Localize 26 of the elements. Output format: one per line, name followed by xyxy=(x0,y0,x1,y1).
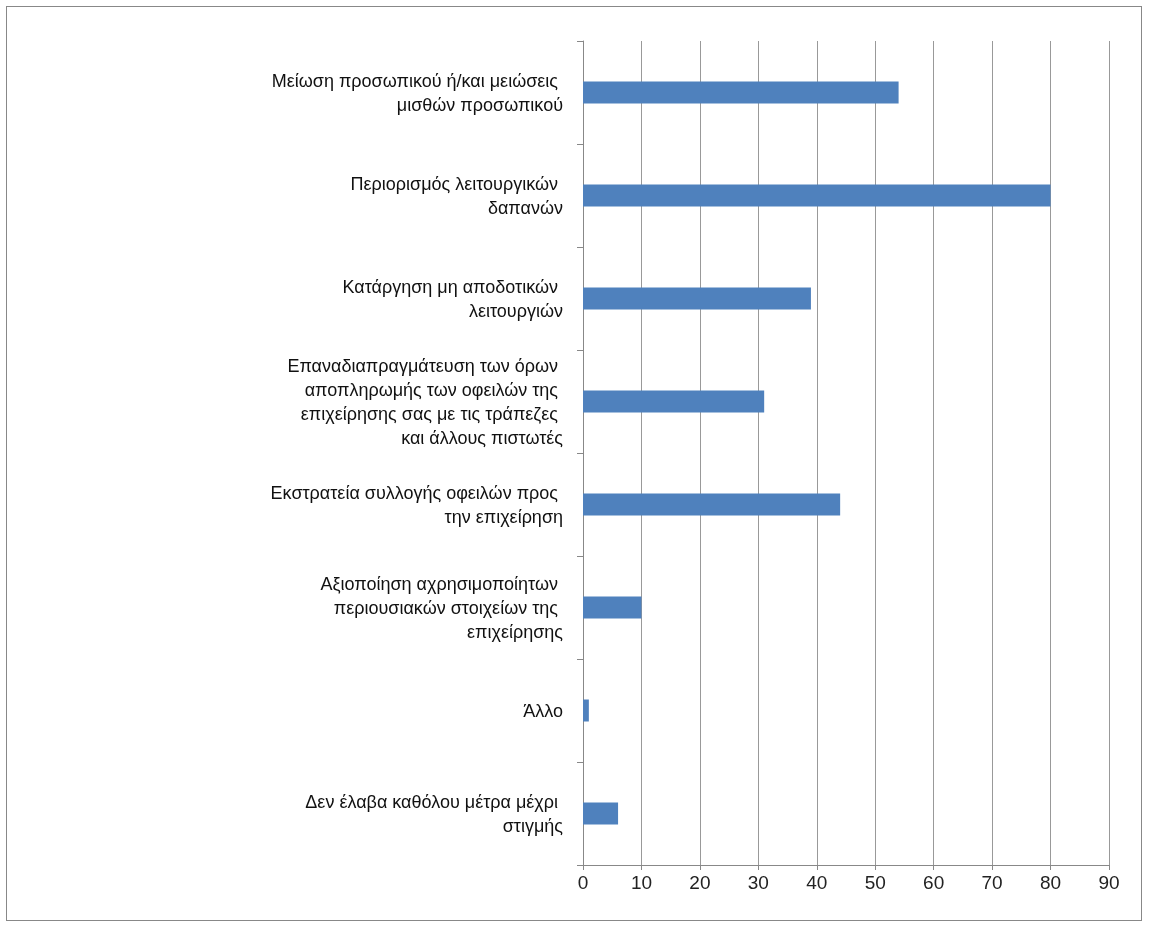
bar xyxy=(583,390,765,413)
bar xyxy=(583,81,899,104)
x-tick-label: 60 xyxy=(923,872,945,893)
x-tick-label: 90 xyxy=(1098,872,1120,893)
x-tick-label: 50 xyxy=(864,872,886,893)
bar xyxy=(583,802,619,825)
x-tick-label: 40 xyxy=(806,872,828,893)
bar xyxy=(583,184,1051,207)
bar xyxy=(583,596,642,619)
y-tick-label: Επαναδιαπραγμάτευση των όρων αποπληρωμής των οφειλών της επιχείρησης σας με τις τράπεζες και άλλους πιστωτές xyxy=(287,355,564,448)
x-tick-label: 20 xyxy=(689,872,711,893)
y-tick-label: Περιορισμός λειτουργικών δαπανών xyxy=(350,173,563,218)
x-tick-label: 10 xyxy=(630,872,653,893)
x-tick-label: 30 xyxy=(747,872,769,893)
bar xyxy=(583,493,841,516)
bar xyxy=(583,287,811,310)
y-tick-label: Αξιοποίηση αχρησιμοποίητων περιουσιακών στοιχείων της επιχείρησης xyxy=(320,573,564,642)
x-tick-label: 70 xyxy=(981,872,1003,893)
x-tick-label: 0 xyxy=(577,872,589,893)
y-tick-label: Κατάργηση μη αποδοτικών λειτουργιών xyxy=(342,276,563,321)
bar xyxy=(583,699,589,722)
y-tick-label: Δεν έλαβα καθόλου μέτρα μέχρι στιγμής xyxy=(305,791,564,836)
x-tick-label: 80 xyxy=(1039,872,1062,893)
y-tick-label: Άλλο xyxy=(523,700,563,721)
y-tick-label: Εκστρατεία συλλογής οφειλών προς την επιχείρηση xyxy=(270,482,563,527)
y-tick-label: Μείωση προσωπικού ή/και μειώσεις μισθών προσωπικού xyxy=(271,70,563,115)
